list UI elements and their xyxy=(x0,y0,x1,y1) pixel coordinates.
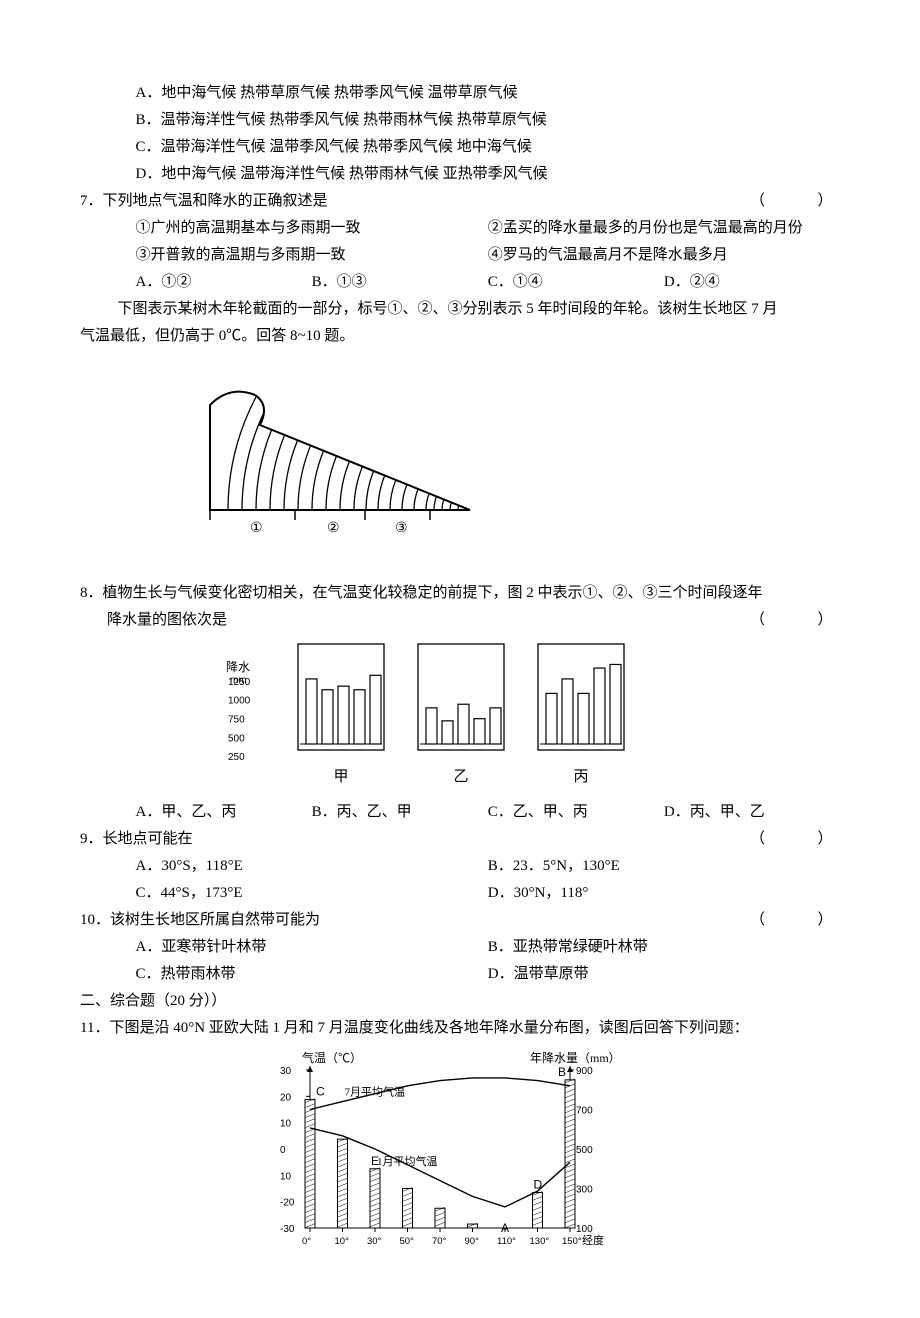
svg-text:降水: 降水 xyxy=(226,661,250,674)
svg-text:900: 900 xyxy=(576,1066,593,1077)
q9-number: 9． xyxy=(80,826,103,853)
svg-text:10°: 10° xyxy=(335,1236,350,1247)
q6-option-b: B．温带海洋性气候 热带季风气候 热带雨林气候 热带草原气候 xyxy=(80,107,840,134)
q9-stem: 长地点可能在 xyxy=(103,831,193,847)
q6-option-d: D．地中海气候 温带海洋性气候 热带雨林气候 亚热带季风气候 xyxy=(80,161,840,188)
panel-bing-label: 丙 xyxy=(536,764,626,791)
panel-yi-label: 乙 xyxy=(416,764,506,791)
svg-text:1250: 1250 xyxy=(228,677,251,688)
q7-stmt-4: ④罗马的气温最高月不是降水最多月 xyxy=(488,242,728,269)
intro-8-10-b: 气温最低，但仍高于 0℃。回答 8~10 题。 xyxy=(80,323,840,350)
svg-text:100: 100 xyxy=(576,1224,593,1235)
svg-text:0°: 0° xyxy=(302,1236,311,1247)
svg-text:气温（℃）: 气温（℃） xyxy=(302,1050,362,1065)
q10-option-a: A．亚寒带针叶林带 xyxy=(136,934,488,961)
svg-text:B: B xyxy=(558,1065,566,1079)
ring-mark-2: ② xyxy=(327,521,340,536)
q10-option-c: C．热带雨林带 xyxy=(136,961,488,988)
svg-text:90°: 90° xyxy=(465,1236,480,1247)
ring-mark-1: ① xyxy=(250,521,263,536)
q7-paren: （ ） xyxy=(750,188,840,215)
svg-text:500: 500 xyxy=(228,733,245,744)
intro-8-10-a: 下图表示某树木年轮截面的一部分，标号①、②、③分别表示 5 年时间段的年轮。该树… xyxy=(118,301,778,317)
q8-option-a: A．甲、乙、丙 xyxy=(136,799,312,826)
q8-stem-b: 降水量的图依次是 xyxy=(107,612,227,628)
q7-stmt-2: ②孟买的降水量最多的月份也是气温最高的月份 xyxy=(488,215,803,242)
q9-option-b: B．23．5°N，130°E xyxy=(488,853,840,880)
q7-stem: 下列地点气温和降水的正确叙述是 xyxy=(103,193,328,209)
svg-text:30°: 30° xyxy=(367,1236,382,1247)
q8-option-c: C．乙、甲、丙 xyxy=(488,799,664,826)
svg-text:10: 10 xyxy=(280,1119,292,1130)
svg-text:7月平均气温: 7月平均气温 xyxy=(345,1085,406,1099)
svg-text:0: 0 xyxy=(280,1145,286,1156)
q8-paren: （ ） xyxy=(750,607,840,634)
svg-text:70°: 70° xyxy=(432,1236,447,1247)
svg-text:-20: -20 xyxy=(280,1198,295,1209)
svg-text:150°: 150° xyxy=(562,1236,582,1247)
svg-text:1月平均气温: 1月平均气温 xyxy=(377,1154,438,1168)
svg-text:50°: 50° xyxy=(400,1236,415,1247)
q8-stem-a: 植物生长与气候变化密切相关，在气温变化较稳定的前提下，图 2 中表示①、②、③三… xyxy=(103,580,840,607)
svg-text:300: 300 xyxy=(576,1185,593,1196)
q7-stmt-1: ①广州的高温期基本与多雨期一致 xyxy=(136,215,488,242)
q7-option-c: C．①④ xyxy=(488,269,664,296)
q10-number: 10． xyxy=(80,907,110,934)
q8-option-d: D．丙、甲、乙 xyxy=(664,799,840,826)
q11-stem: 下图是沿 40°N 亚欧大陆 1 月和 7 月温度变化曲线及各地年降水量分布图，… xyxy=(109,1015,840,1042)
svg-text:20: 20 xyxy=(280,1092,292,1103)
svg-text:500: 500 xyxy=(576,1145,593,1156)
q7-option-b: B．①③ xyxy=(312,269,488,296)
svg-text:C: C xyxy=(316,1085,325,1099)
ring-mark-3: ③ xyxy=(395,521,408,536)
q7-number: 7． xyxy=(80,188,103,215)
svg-text:10: 10 xyxy=(280,1171,292,1182)
svg-text:250: 250 xyxy=(228,752,245,763)
q10-paren: （ ） xyxy=(750,907,840,934)
q9-paren: （ ） xyxy=(750,826,840,853)
q11-chart: 气温（℃）年降水量（mm）302010010-20-30900700500300… xyxy=(260,1048,840,1278)
svg-text:D: D xyxy=(534,1177,543,1191)
svg-text:30: 30 xyxy=(280,1066,292,1077)
q9-option-a: A．30°S，118°E xyxy=(136,853,488,880)
q8-bar-charts: 降水mm25050075010001250 甲 乙 丙 xyxy=(220,642,840,791)
svg-text:经度: 经度 xyxy=(582,1233,604,1247)
q10-option-b: B．亚热带常绿硬叶林带 xyxy=(488,934,840,961)
q6-option-c: C．温带海洋性气候 温带季风气候 热带季风气候 地中海气候 xyxy=(80,134,840,161)
q6-option-a: A．地中海气候 热带草原气候 热带季风气候 温带草原气候 xyxy=(80,80,840,107)
q7-stmt-3: ③开普敦的高温期与多雨期一致 xyxy=(136,242,488,269)
q7-option-a: A．①② xyxy=(136,269,312,296)
svg-text:-30: -30 xyxy=(280,1224,295,1235)
q8-number: 8． xyxy=(80,580,103,607)
svg-text:年降水量（mm）: 年降水量（mm） xyxy=(530,1051,620,1065)
tree-ring-figure: ① ② ③ xyxy=(200,380,840,550)
q8-option-b: B．丙、乙、甲 xyxy=(312,799,488,826)
q10-stem: 该树生长地区所属自然带可能为 xyxy=(110,912,320,928)
q10-option-d: D．温带草原带 xyxy=(488,961,840,988)
q9-option-c: C．44°S，173°E xyxy=(136,880,488,907)
svg-text:A: A xyxy=(501,1221,509,1235)
section-2-heading: 二、综合题（20 分）） xyxy=(80,988,840,1015)
svg-text:1000: 1000 xyxy=(228,696,251,707)
svg-text:750: 750 xyxy=(228,714,245,725)
panel-jia-label: 甲 xyxy=(296,764,386,791)
svg-text:700: 700 xyxy=(576,1106,593,1117)
svg-text:E: E xyxy=(371,1154,379,1168)
q11-number: 11． xyxy=(80,1015,109,1042)
svg-text:130°: 130° xyxy=(530,1236,550,1247)
q9-option-d: D．30°N，118° xyxy=(488,880,840,907)
q7-option-d: D．②④ xyxy=(664,269,840,296)
svg-text:110°: 110° xyxy=(497,1236,516,1247)
